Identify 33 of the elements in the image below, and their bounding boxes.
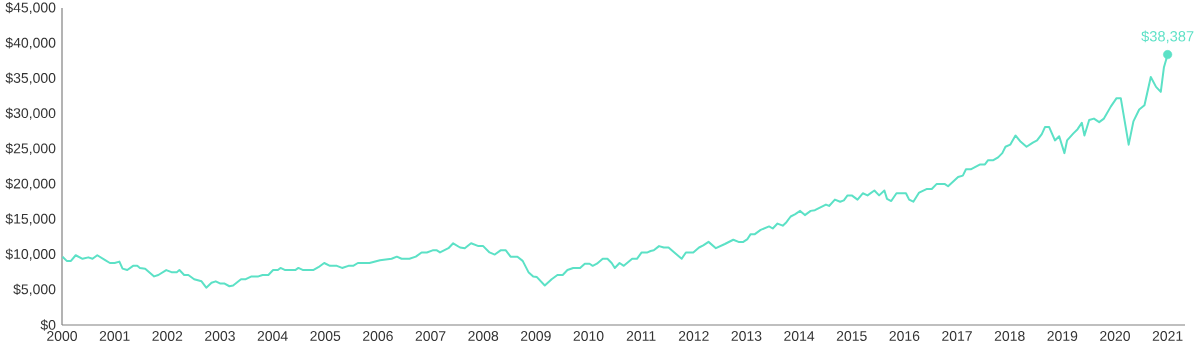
x-tick-label: 2011: [626, 331, 656, 341]
x-tick-label: 2021: [1152, 331, 1183, 341]
x-tick-label: 2019: [1047, 331, 1078, 341]
x-tick-label: 2016: [889, 331, 920, 341]
y-tick-label: $25,000: [5, 142, 56, 155]
annotation: $38,387: [1141, 30, 1194, 44]
x-tick-label: 2008: [468, 331, 499, 341]
x-tick-label: 2007: [415, 331, 446, 341]
y-tick-label: $0: [40, 319, 56, 331]
y-tick-label: $20,000: [5, 178, 56, 191]
x-tick-label: 2017: [942, 331, 972, 341]
x-tick-label: 2000: [47, 331, 78, 341]
y-tick-label: $35,000: [5, 72, 56, 85]
x-tick-label: 2015: [836, 331, 867, 341]
y-tick-label: $5,000: [13, 283, 56, 296]
x-tick-label: 2010: [573, 331, 604, 341]
y-tick-label: $10,000: [5, 248, 56, 261]
x-tick-label: 2004: [257, 331, 288, 341]
y-tick-label: $45,000: [5, 1, 56, 15]
y-tick-label: $40,000: [5, 37, 56, 50]
x-tick-label: 2002: [152, 331, 183, 341]
x-tick-label: 2005: [310, 331, 341, 341]
y-tick-label: $15,000: [5, 213, 56, 226]
x-tick-label: 2006: [363, 331, 393, 341]
x-tick-label: 2001: [99, 331, 130, 341]
y-tick-label: $30,000: [5, 107, 56, 120]
x-tick-label: 2012: [678, 331, 709, 341]
x-tick-label: 2018: [994, 331, 1025, 341]
x-tick-label: 2009: [520, 331, 551, 341]
x-tick-label: 2013: [731, 331, 762, 341]
x-tick-label: 2003: [205, 331, 235, 341]
x-tick-label: 2014: [784, 331, 815, 341]
x-tick-label: 2020: [1100, 331, 1130, 341]
